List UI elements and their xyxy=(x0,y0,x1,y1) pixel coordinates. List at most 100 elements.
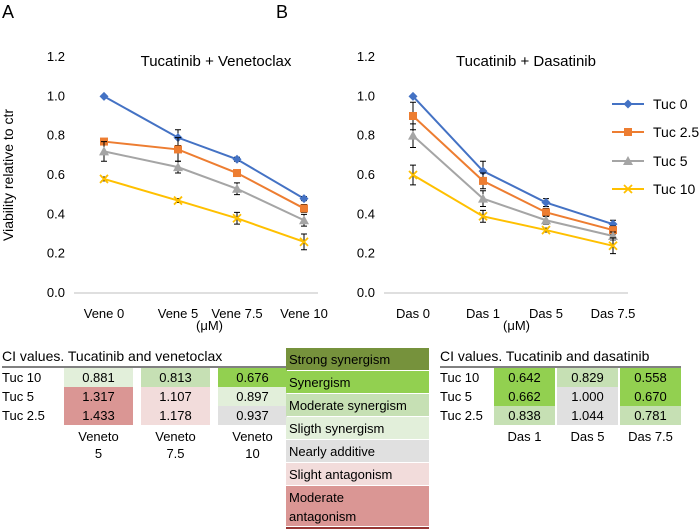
ci-cell xyxy=(557,406,618,425)
x-axis-label: (μM) xyxy=(196,318,223,333)
ci-cell xyxy=(64,368,133,387)
ci-row-label: Tuc 2.5 xyxy=(2,408,45,423)
x-tick-label: Das 0 xyxy=(396,306,430,321)
data-point xyxy=(541,198,551,208)
chart-venetoclax: 0.0 0.2 0.4 0.6 0.8 1.0 1.2 Vene 0 Vene 5 Vene 7.… xyxy=(0,49,328,333)
ci-scale-label: Sligth synergism xyxy=(289,421,384,436)
data-point xyxy=(408,91,418,101)
ci-scale-swatch xyxy=(286,348,429,370)
series-line xyxy=(412,115,614,232)
series-line xyxy=(103,95,305,200)
ci-scale-swatch xyxy=(286,417,429,439)
ci-cell-value: 1.433 xyxy=(82,408,115,423)
ci-column-label: 5 xyxy=(95,446,102,461)
data-point xyxy=(233,169,241,178)
ci-scale-label: Slight antagonism xyxy=(289,467,392,482)
ci-cell xyxy=(494,387,555,406)
data-point xyxy=(608,241,618,251)
ci-cell xyxy=(141,406,210,425)
ci-cell xyxy=(64,406,133,425)
ci-cell-value: 0.813 xyxy=(159,370,192,385)
ci-cell-value: 0.781 xyxy=(634,408,667,423)
ci-scale-swatch xyxy=(286,486,429,526)
ci-cell xyxy=(557,387,618,406)
ci-cell xyxy=(218,406,287,425)
ci-cell-value: 0.642 xyxy=(508,370,541,385)
legend-marker xyxy=(623,184,633,194)
data-point xyxy=(541,225,551,235)
ci-cell xyxy=(141,387,210,406)
y-tick-label: 0.2 xyxy=(357,246,375,261)
data-point xyxy=(99,146,109,156)
ci-scale-swatch xyxy=(286,463,429,485)
ci-table-venetoclax: CI values. Tucatinib and venetoclax Tuc 1… xyxy=(2,348,287,461)
ci-cell-value: 0.662 xyxy=(508,389,541,404)
y-tick-label: 0.0 xyxy=(47,285,65,300)
ci-cell-value: 0.670 xyxy=(634,389,667,404)
ci-cell xyxy=(620,368,681,387)
x-tick-label: Vene 7.5 xyxy=(211,306,262,321)
series-line xyxy=(103,140,305,210)
ci-scale-label: Strong synergism xyxy=(289,352,390,367)
data-point xyxy=(408,170,418,180)
ci-column-label: 7.5 xyxy=(166,446,184,461)
ci-scale-swatch xyxy=(286,371,429,393)
ci-cell-value: 1.178 xyxy=(159,408,192,423)
legend-label: Tuc 0 xyxy=(653,96,688,112)
data-point xyxy=(99,91,109,101)
x-tick-label: Vene 0 xyxy=(84,306,125,321)
ci-cell xyxy=(620,406,681,425)
ci-column-label: 10 xyxy=(245,446,259,461)
data-point xyxy=(408,130,418,140)
ci-scale-label: Moderate synergism xyxy=(289,398,407,413)
chart-title: Tucatinib + Dasatinib xyxy=(456,53,596,70)
ci-column-label: Veneto xyxy=(78,429,119,444)
x-tick-label: Das 7.5 xyxy=(591,306,636,321)
series-line xyxy=(103,150,305,222)
ci-cell-value: 0.838 xyxy=(508,408,541,423)
ci-scale-swatch xyxy=(286,527,429,529)
data-point xyxy=(174,145,182,154)
ci-row-label: Tuc 10 xyxy=(440,370,479,385)
ci-cell-value: 1.044 xyxy=(571,408,604,423)
data-point xyxy=(299,215,309,225)
data-point xyxy=(232,183,242,193)
y-axis-label: Viability relative to ctr xyxy=(0,109,16,241)
ci-scale-label: Moderate xyxy=(289,490,344,505)
ci-cell-value: 1.107 xyxy=(159,389,192,404)
ci-cell xyxy=(494,368,555,387)
ci-cell-value: 0.897 xyxy=(236,389,269,404)
y-tick-label: 1.0 xyxy=(357,88,375,103)
series-line xyxy=(103,177,305,243)
ci-row-label: Tuc 5 xyxy=(2,389,34,404)
data-point xyxy=(541,215,551,225)
ci-cell-value: 0.558 xyxy=(634,370,667,385)
y-tick-label: 0.6 xyxy=(357,167,375,182)
ci-scale-label: Synergism xyxy=(289,375,350,390)
data-point xyxy=(409,112,417,120)
ci-cell xyxy=(218,387,287,406)
series-line xyxy=(412,95,614,226)
ci-scale-label: antagonism xyxy=(289,509,356,524)
ci-cell xyxy=(494,406,555,425)
ci-column-label: Das 7.5 xyxy=(628,429,673,444)
ci-row-label: Tuc 5 xyxy=(440,389,472,404)
y-tick-label: 1.2 xyxy=(357,49,375,64)
ci-cell xyxy=(64,387,133,406)
legend-label: Tuc 5 xyxy=(653,153,688,169)
ci-color-scale: Strong synergism Synergism Moderate synerg… xyxy=(286,348,429,529)
y-tick-label: 0.8 xyxy=(357,128,375,143)
data-point xyxy=(299,194,309,204)
panel-label-a: A xyxy=(2,2,14,22)
series-line xyxy=(412,134,614,237)
ci-table-title: CI values. Tucatinib and venetoclax xyxy=(2,348,222,364)
x-tick-label: Vene 10 xyxy=(280,306,328,321)
data-point xyxy=(232,154,242,164)
data-point xyxy=(299,237,309,247)
data-point xyxy=(300,204,308,213)
x-tick-label: Das 1 xyxy=(466,306,500,321)
ci-cell-value: 0.881 xyxy=(82,370,115,385)
x-axis-label: (μM) xyxy=(503,318,530,333)
data-point xyxy=(232,213,242,223)
